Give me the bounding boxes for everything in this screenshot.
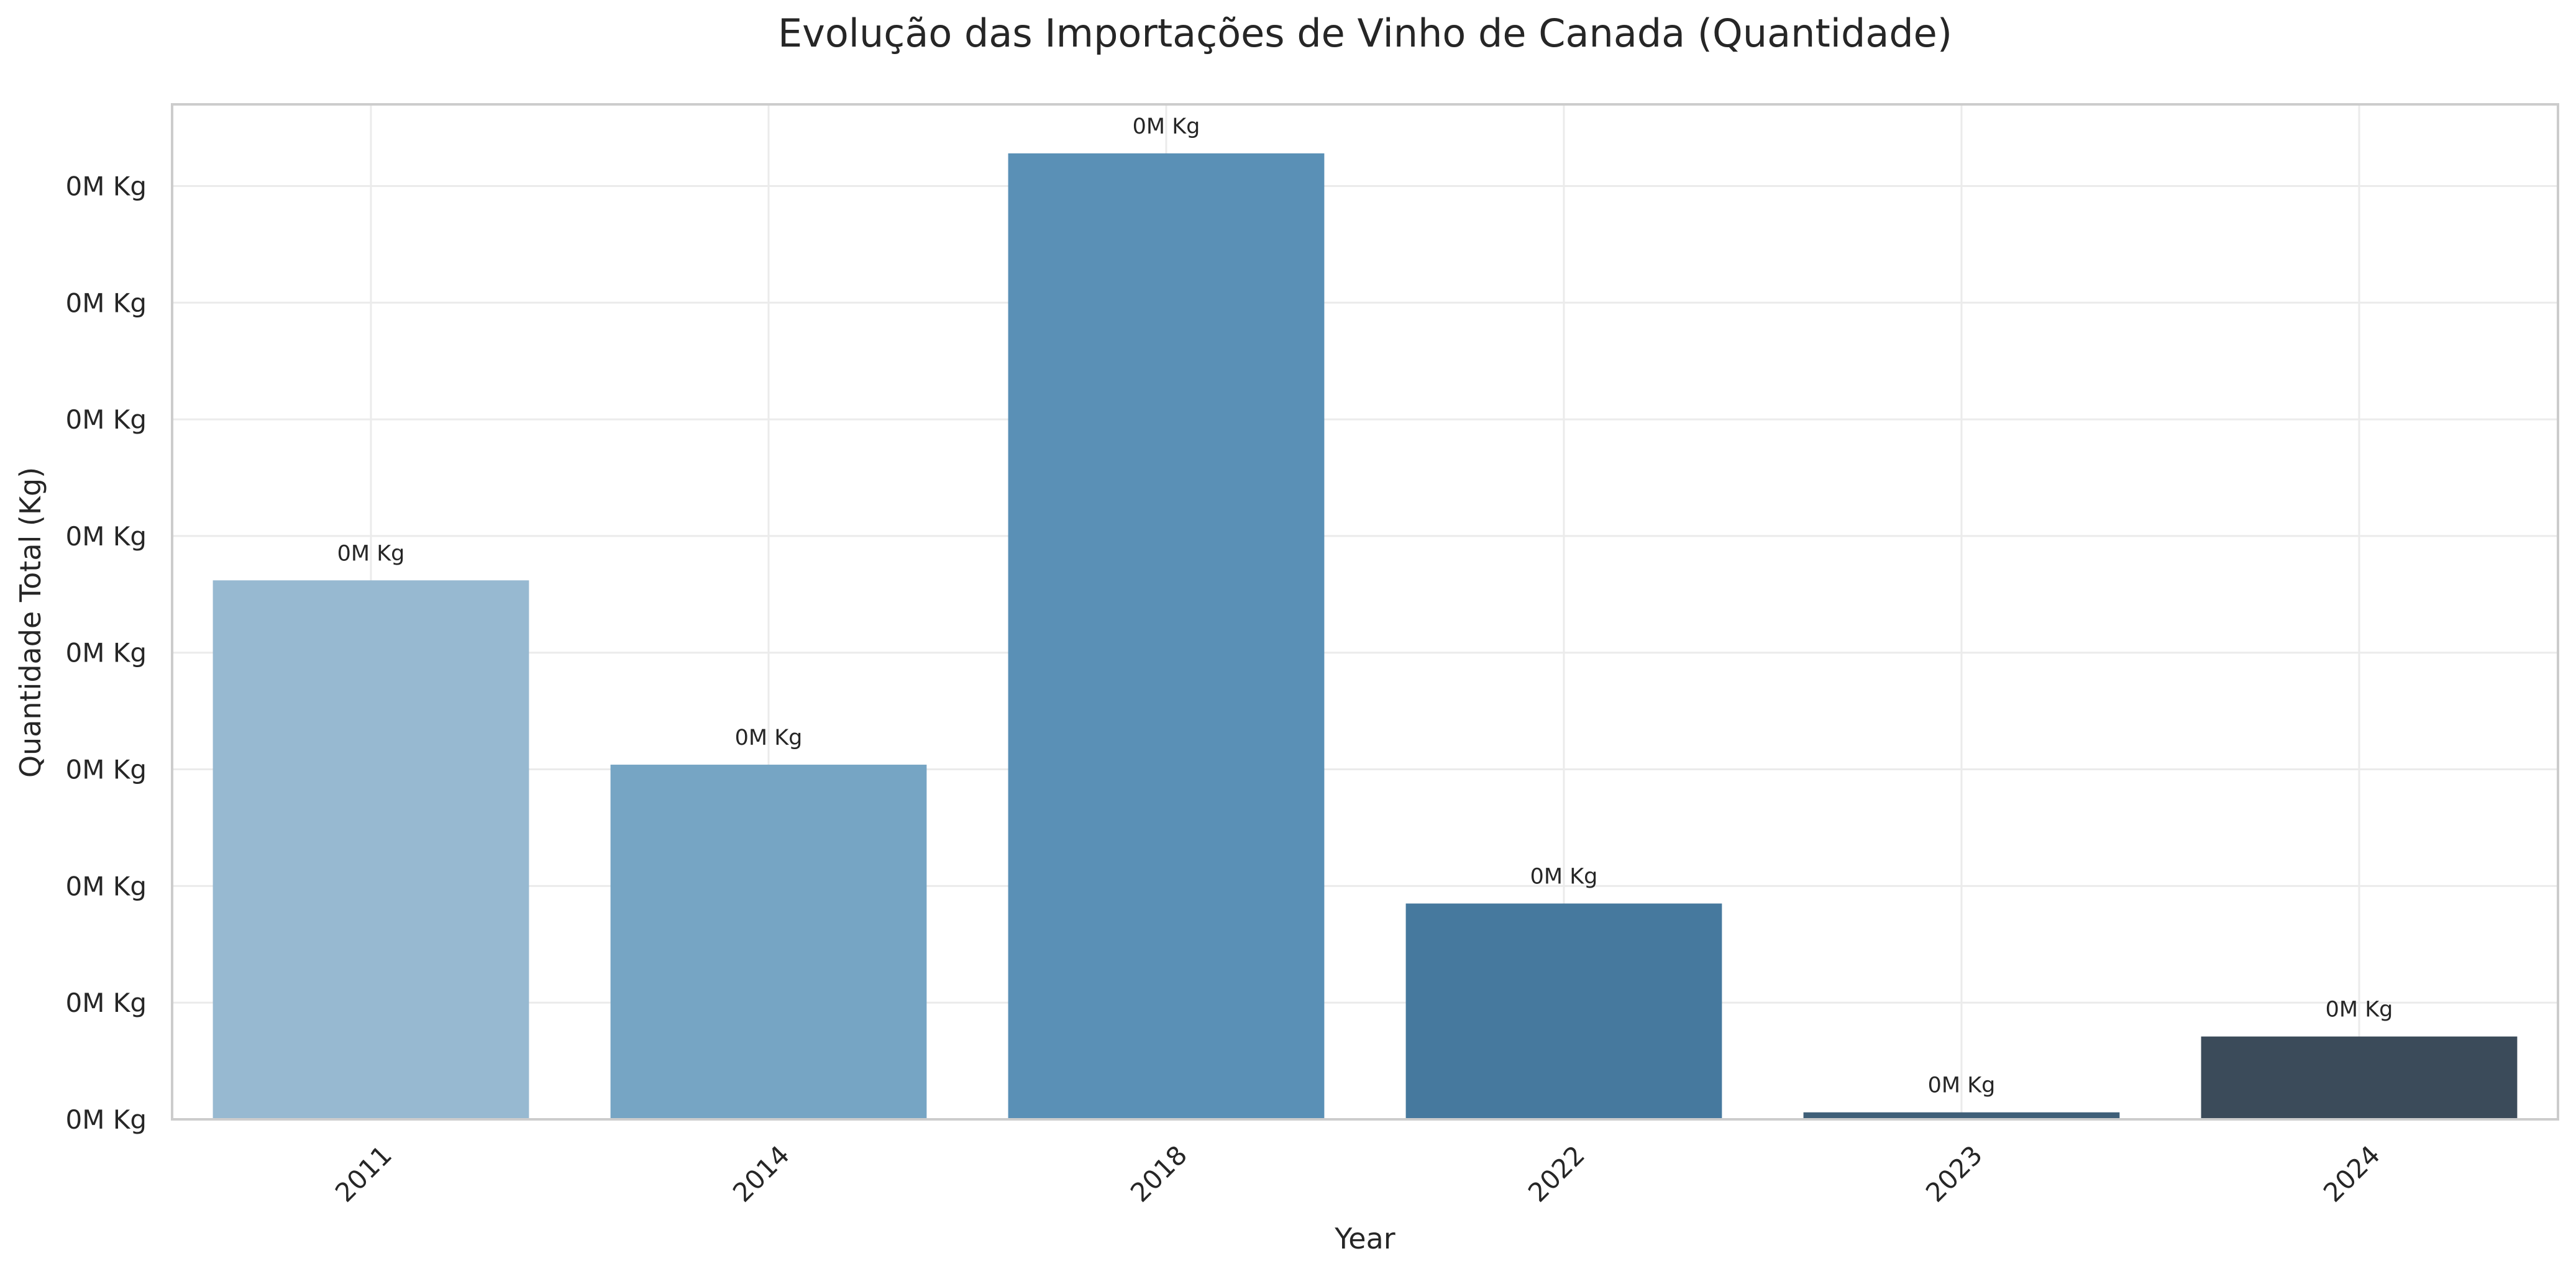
bar-2023 — [1803, 1112, 2120, 1119]
bar-2011 — [212, 580, 529, 1119]
chart-title: Evolução das Importações de Vinho de Can… — [778, 11, 1952, 56]
y-tick-label: 0M Kg — [65, 638, 147, 668]
bar-2022 — [1405, 903, 1722, 1119]
bar-value-label: 0M Kg — [735, 726, 803, 750]
y-tick-label: 0M Kg — [65, 755, 147, 785]
bar-2014 — [610, 765, 927, 1119]
y-tick-label: 0M Kg — [65, 288, 147, 318]
bar-value-label: 0M Kg — [337, 541, 405, 566]
y-tick-label: 0M Kg — [65, 521, 147, 552]
bar-value-label: 0M Kg — [1928, 1073, 1996, 1098]
bar-value-label: 0M Kg — [2326, 998, 2393, 1022]
x-axis-title: Year — [1334, 1222, 1395, 1255]
bar-labels: 0M Kg 0M Kg 0M Kg 0M Kg 0M Kg 0M Kg — [337, 114, 2393, 1098]
y-tick-label: 0M Kg — [65, 988, 147, 1018]
y-tick-label: 0M Kg — [65, 871, 147, 901]
bar-value-label: 0M Kg — [1133, 114, 1200, 139]
y-tick-label: 0M Kg — [65, 171, 147, 201]
y-tick-label: 0M Kg — [65, 1104, 147, 1135]
y-tick-labels: 0M Kg 0M Kg 0M Kg 0M Kg 0M Kg 0M Kg 0M Kg 0M Kg… — [65, 171, 147, 1135]
y-axis-title: Quantidade Total (Kg) — [14, 467, 47, 778]
bar-2024 — [2201, 1036, 2518, 1119]
y-tick-label: 0M Kg — [65, 404, 147, 435]
plot-frame — [171, 103, 2559, 1121]
bars — [212, 153, 2518, 1119]
bar-value-label: 0M Kg — [1530, 865, 1598, 890]
bar-2018 — [1008, 153, 1325, 1119]
